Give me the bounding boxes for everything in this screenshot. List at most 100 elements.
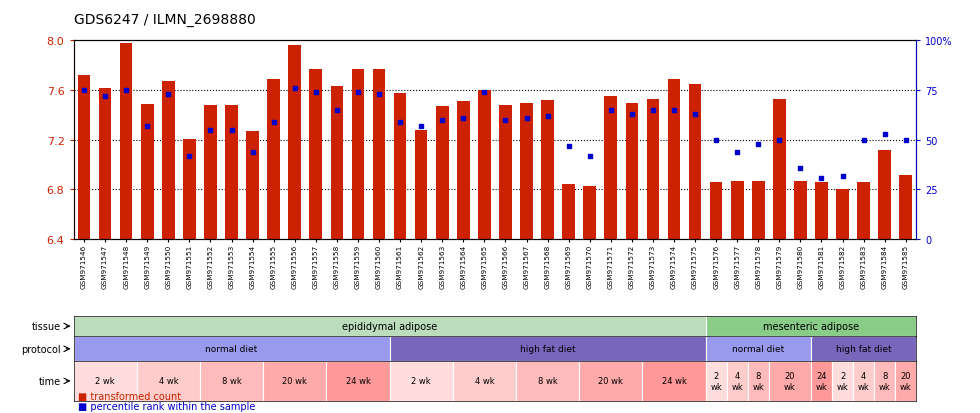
Point (139, 123, 155, 130)
Bar (710, 183, 722, 240)
Bar (900, 175, 912, 240)
Point (498, 117, 514, 124)
Bar (563, 185, 575, 240)
Point (329, 107, 345, 114)
Text: 4 wk: 4 wk (159, 377, 178, 385)
Bar (225, 106, 238, 240)
Point (729, 149, 745, 156)
Point (287, 85, 303, 92)
Bar (811, 337, 916, 361)
Point (266, 119, 281, 126)
Bar (815, 183, 828, 240)
Bar (752, 181, 764, 240)
Point (645, 107, 661, 114)
Point (856, 137, 871, 144)
Bar (731, 181, 744, 240)
Bar (310, 70, 322, 240)
Bar (394, 93, 407, 240)
Point (203, 127, 219, 134)
Text: 8
wk: 8 wk (879, 371, 891, 391)
Bar (246, 132, 259, 240)
Point (476, 90, 492, 96)
Point (434, 117, 450, 124)
Text: mesenteric adipose: mesenteric adipose (762, 321, 859, 331)
Point (898, 137, 913, 144)
Bar (120, 44, 132, 240)
Point (97, 93, 113, 100)
Bar (136, 361, 200, 401)
Text: high fat diet: high fat diet (836, 344, 892, 354)
Bar (288, 46, 301, 240)
Bar (579, 361, 643, 401)
Text: time: time (39, 376, 61, 386)
Bar (183, 139, 196, 240)
Text: 4
wk: 4 wk (731, 371, 743, 391)
Point (624, 112, 640, 118)
Point (414, 123, 429, 130)
Text: 4
wk: 4 wk (858, 371, 869, 391)
Bar (541, 101, 554, 240)
Text: 20 wk: 20 wk (282, 377, 307, 385)
Bar (896, 361, 916, 401)
Point (518, 115, 534, 122)
Text: ■ transformed count: ■ transformed count (78, 391, 181, 401)
Point (181, 153, 197, 159)
Bar (689, 85, 702, 240)
Text: GDS6247 / ILMN_2698880: GDS6247 / ILMN_2698880 (74, 13, 255, 27)
Bar (200, 361, 263, 401)
Text: normal diet: normal diet (206, 344, 258, 354)
Bar (520, 103, 533, 240)
Bar (647, 100, 660, 240)
Bar (858, 183, 870, 240)
Bar (263, 361, 326, 401)
Text: tissue: tissue (31, 321, 61, 331)
Bar (74, 361, 137, 401)
Point (223, 127, 239, 134)
Bar (204, 106, 217, 240)
Point (392, 119, 408, 126)
Bar (390, 361, 453, 401)
Bar (162, 82, 174, 240)
Point (751, 141, 766, 148)
Bar (457, 102, 469, 240)
Text: 24 wk: 24 wk (346, 377, 370, 385)
Point (371, 92, 387, 98)
Text: 8 wk: 8 wk (221, 377, 241, 385)
Text: epididymal adipose: epididymal adipose (342, 321, 437, 331)
Text: 20 wk: 20 wk (599, 377, 623, 385)
Bar (874, 361, 896, 401)
Point (245, 149, 261, 156)
Bar (643, 361, 706, 401)
Text: high fat diet: high fat diet (519, 344, 575, 354)
Bar (352, 70, 365, 240)
Text: 2 wk: 2 wk (412, 377, 431, 385)
Bar (836, 190, 849, 240)
Point (835, 173, 851, 179)
Point (456, 115, 471, 122)
Bar (769, 361, 811, 401)
Bar (330, 87, 343, 240)
Text: 8
wk: 8 wk (753, 371, 764, 391)
Bar (706, 337, 811, 361)
Bar (811, 361, 832, 401)
Point (119, 88, 134, 94)
Point (771, 137, 787, 144)
Bar (372, 70, 385, 240)
Bar (667, 80, 680, 240)
Bar (499, 106, 512, 240)
Bar (436, 107, 449, 240)
Bar (605, 97, 617, 240)
Bar (625, 103, 638, 240)
Text: protocol: protocol (22, 344, 61, 354)
Bar (74, 337, 390, 361)
Bar (794, 181, 807, 240)
Bar (99, 88, 112, 240)
Bar (268, 80, 280, 240)
Text: ■ percentile rank within the sample: ■ percentile rank within the sample (78, 401, 256, 411)
Bar (727, 361, 748, 401)
Point (540, 113, 556, 120)
Bar (583, 186, 596, 240)
Text: 24 wk: 24 wk (662, 377, 686, 385)
Bar (415, 131, 427, 240)
Bar (748, 361, 769, 401)
